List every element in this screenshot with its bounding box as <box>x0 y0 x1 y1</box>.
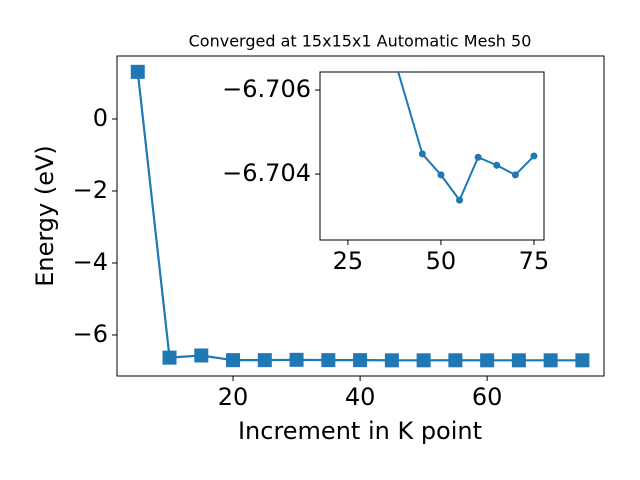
marker <box>416 353 431 368</box>
marker <box>474 153 482 161</box>
x-tick-label: 40 <box>345 383 376 411</box>
marker <box>480 353 495 368</box>
plot-area <box>319 71 545 241</box>
marker <box>353 353 368 368</box>
x-axis-label: Increment in K point <box>238 417 482 445</box>
marker <box>493 161 501 169</box>
marker <box>530 152 538 160</box>
marker <box>194 348 209 363</box>
marker <box>543 353 558 368</box>
marker <box>321 353 336 368</box>
marker <box>418 150 426 158</box>
y-tick-label: −6.706 <box>222 75 311 103</box>
x-tick-label: 50 <box>426 247 457 275</box>
x-tick-label: 60 <box>472 383 503 411</box>
x-tick-label: 20 <box>218 383 249 411</box>
y-tick-label: −2 <box>73 176 108 204</box>
y-tick-label: −4 <box>73 248 108 276</box>
marker <box>162 350 177 365</box>
marker <box>384 353 399 368</box>
marker <box>130 64 145 79</box>
y-tick-label: −6.704 <box>222 159 311 187</box>
marker <box>456 196 464 204</box>
marker <box>437 171 445 179</box>
marker <box>448 353 463 368</box>
marker <box>511 353 526 368</box>
marker <box>226 353 241 368</box>
marker <box>257 353 272 368</box>
marker <box>511 171 519 179</box>
marker <box>575 353 590 368</box>
y-tick-label: 0 <box>93 104 108 132</box>
y-tick-label: −6 <box>73 320 108 348</box>
x-tick-label: 25 <box>333 247 364 275</box>
x-tick-label: 75 <box>519 247 550 275</box>
y-axis-label: Energy (eV) <box>31 145 59 287</box>
marker <box>289 352 304 367</box>
chart-title: Converged at 15x15x1 Automatic Mesh 50 <box>189 32 532 51</box>
